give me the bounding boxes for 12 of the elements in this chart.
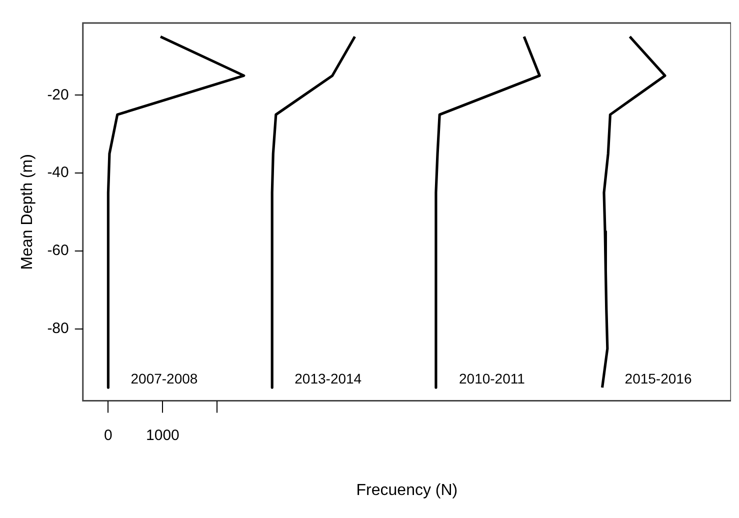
- x-tick-label: 0: [104, 426, 112, 444]
- y-tick-label: -80: [47, 320, 69, 338]
- series-label: 2007-2008: [130, 370, 198, 387]
- x-axis-title: Frecuency (N): [356, 482, 458, 499]
- y-tick-label: -60: [47, 242, 69, 260]
- y-tick-label: -20: [47, 86, 69, 104]
- y-axis-title: Mean Depth (m): [19, 154, 36, 270]
- series-label: 2015-2016: [624, 370, 692, 387]
- y-tick-label: -40: [47, 164, 69, 182]
- series-label: 2010-2011: [458, 370, 526, 387]
- x-tick-label: 1000: [146, 426, 180, 444]
- series-label: 2013-2014: [294, 370, 362, 387]
